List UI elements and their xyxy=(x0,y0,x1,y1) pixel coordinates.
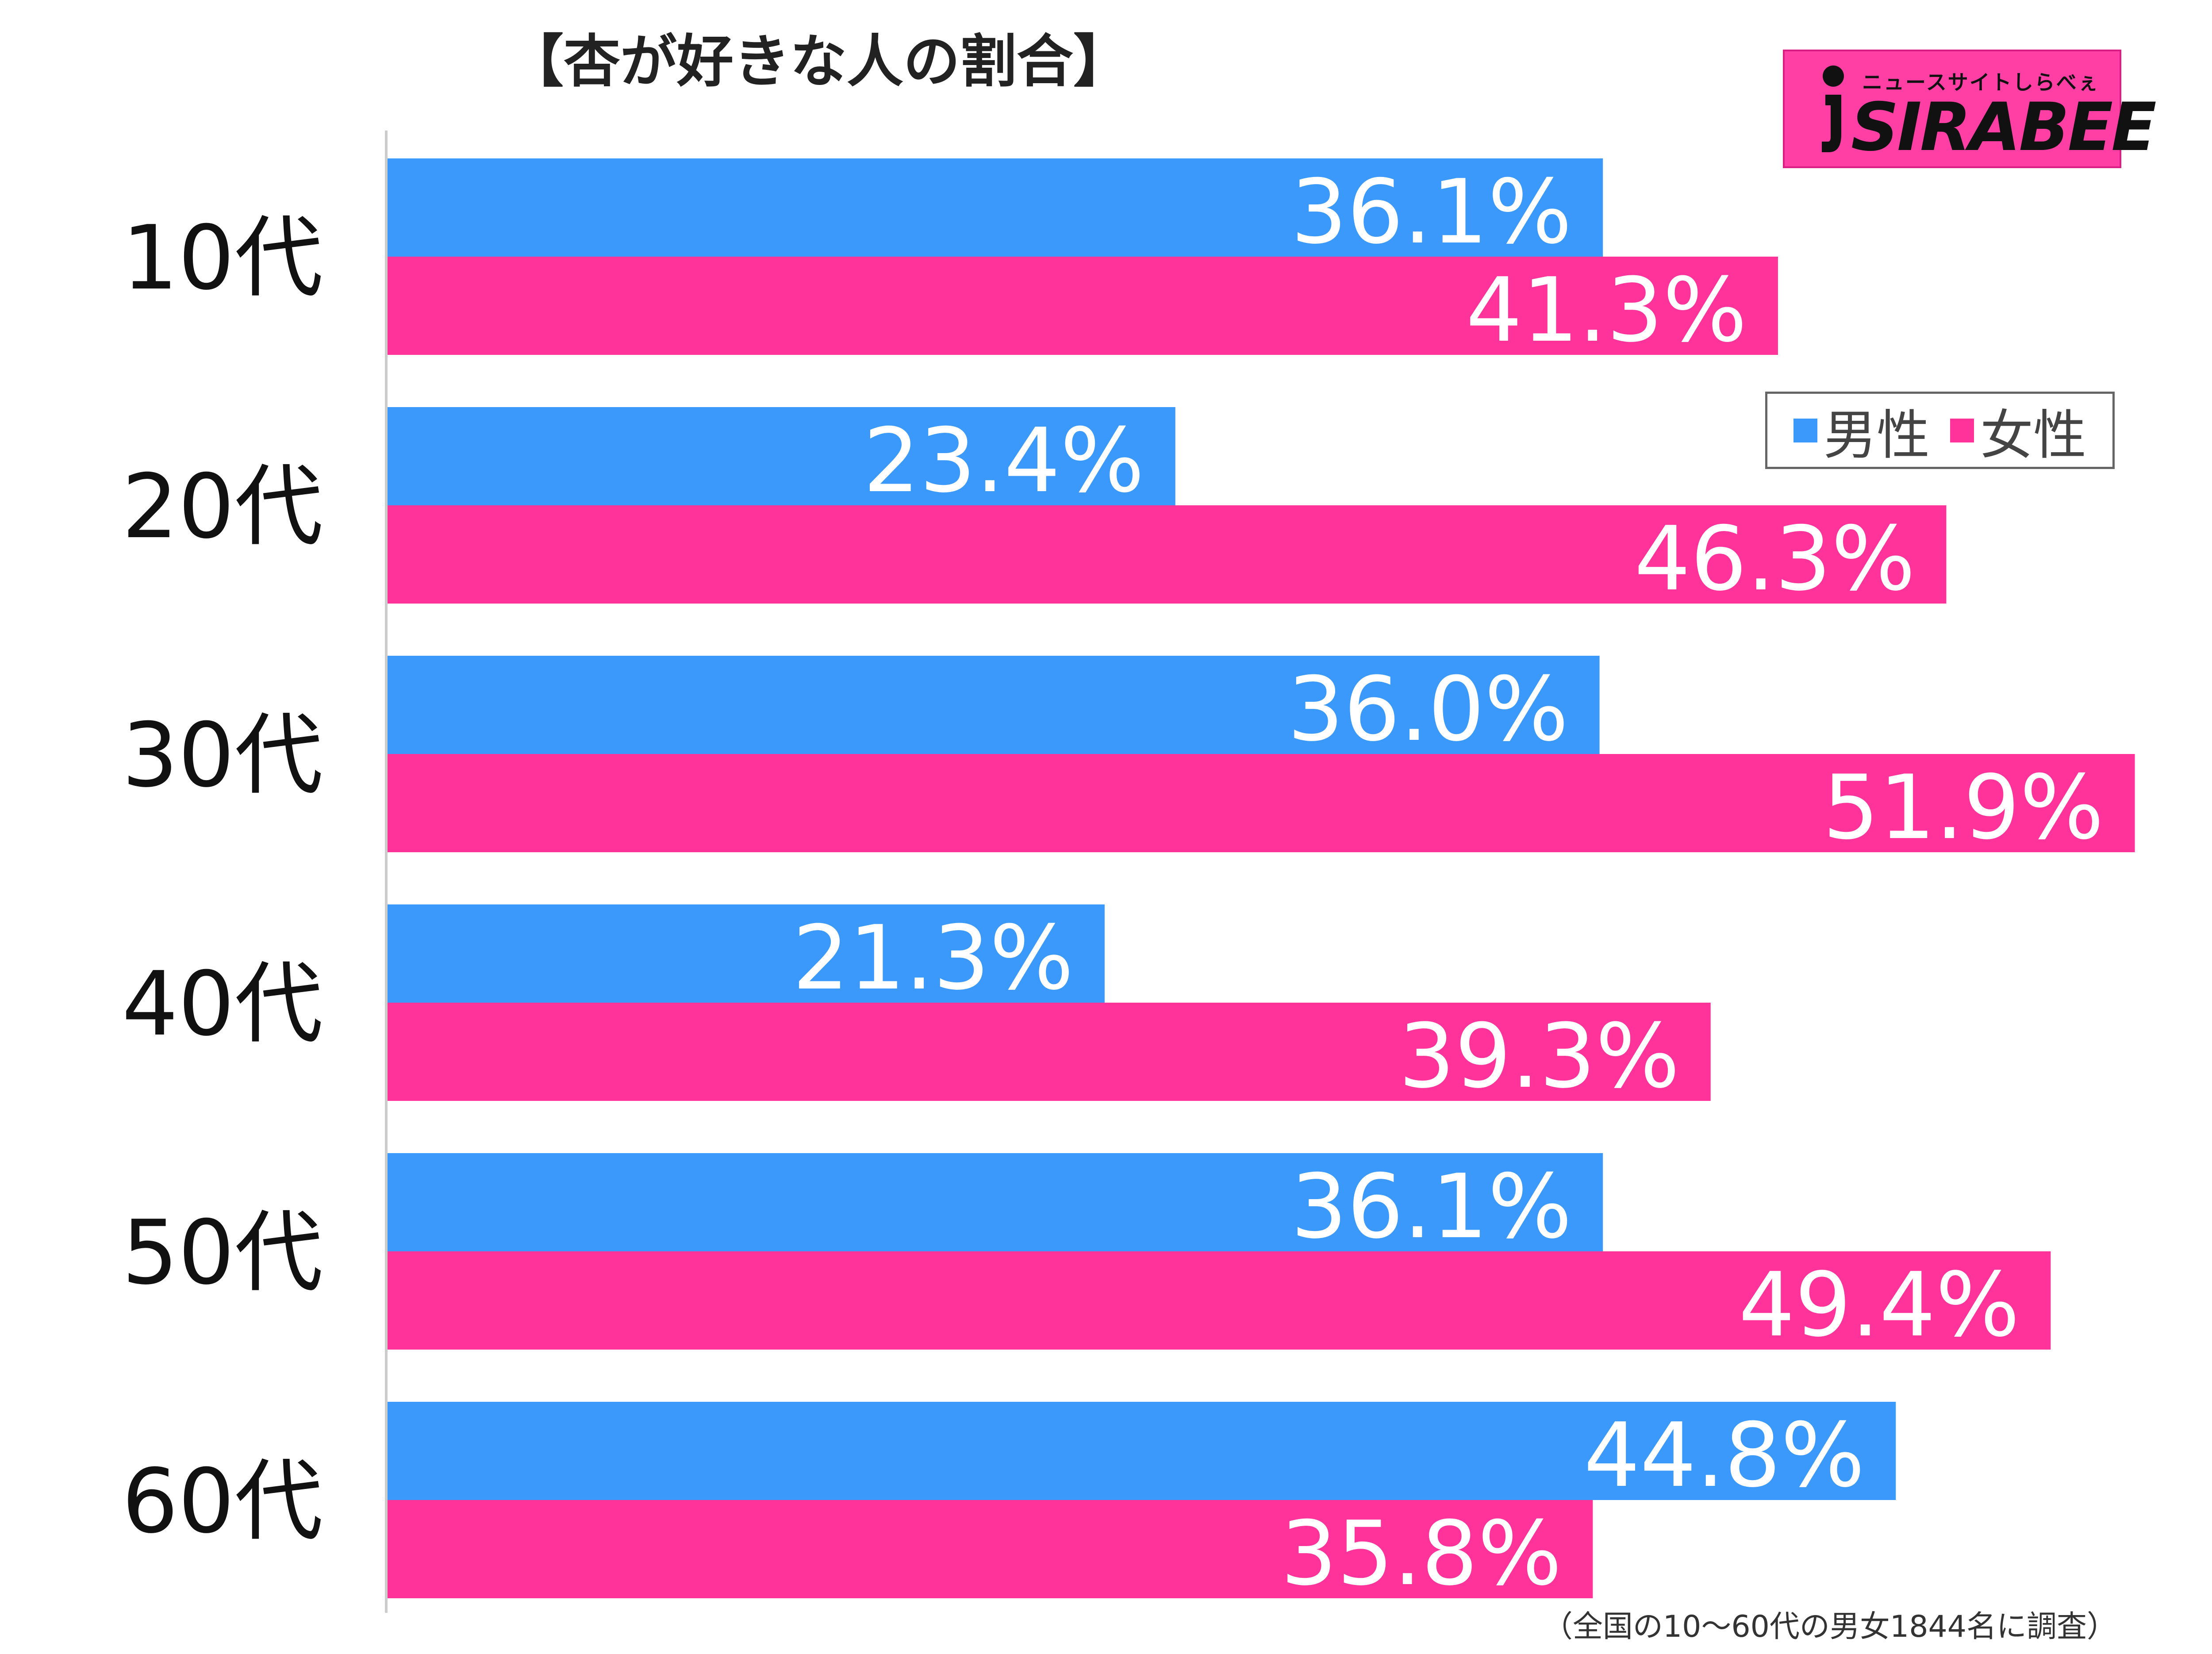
category-label-cat-3: 40代 xyxy=(122,953,323,1056)
value-label-female-cat-5: 35.8% xyxy=(1281,1502,1562,1605)
legend-label-male: 男性 xyxy=(1824,404,1930,466)
bar-male-cat-0 xyxy=(388,158,1603,257)
category-label-cat-2: 30代 xyxy=(122,704,323,807)
value-labels-group: 36.1%41.3%23.4%46.3%36.0%51.9%21.3%39.3%… xyxy=(793,161,2104,1605)
category-labels-group: 10代 20代 30代 40代 50代 60代 xyxy=(122,207,323,1553)
bar-male-cat-1 xyxy=(388,407,1175,505)
value-label-female-cat-4: 49.4% xyxy=(1739,1254,2020,1357)
value-label-male-cat-0: 36.1% xyxy=(1291,161,1572,264)
legend-label-female: 女性 xyxy=(1980,404,2086,466)
legend-swatch-male xyxy=(1793,418,1817,442)
bar-male-cat-3 xyxy=(388,904,1105,1003)
legend: 男性 女性 xyxy=(1765,392,2115,469)
category-label-cat-1: 20代 xyxy=(122,455,323,558)
bar-female-cat-2 xyxy=(388,754,2135,852)
value-label-female-cat-1: 46.3% xyxy=(1634,508,1915,611)
sirabee-logo: ニュースサイトしらべぇ SIRABEE xyxy=(1783,50,2157,168)
survey-footnote: （全国の10〜60代の男女1844名に調査） xyxy=(1542,1609,2117,1644)
bar-male-cat-2 xyxy=(388,656,1600,754)
value-label-male-cat-3: 21.3% xyxy=(793,907,1074,1010)
value-label-male-cat-2: 36.0% xyxy=(1287,658,1568,761)
value-label-female-cat-3: 39.3% xyxy=(1398,1005,1679,1108)
value-label-female-cat-2: 51.9% xyxy=(1823,756,2104,859)
bar-female-cat-4 xyxy=(388,1251,2051,1350)
category-label-cat-0: 10代 xyxy=(122,207,323,310)
bar-female-cat-0 xyxy=(388,257,1778,355)
category-label-cat-5: 60代 xyxy=(122,1450,323,1553)
value-label-male-cat-1: 23.4% xyxy=(863,409,1144,512)
legend-item-female: 女性 xyxy=(1950,392,2086,469)
bars-group xyxy=(388,158,2135,1598)
legend-item-male: 男性 xyxy=(1793,392,1930,469)
value-label-male-cat-4: 36.1% xyxy=(1291,1155,1572,1258)
bar-female-cat-5 xyxy=(388,1500,1593,1598)
chart-title: 【杏が好きな人の割合】 xyxy=(507,29,1130,95)
bar-female-cat-3 xyxy=(388,1003,1711,1101)
bar-female-cat-1 xyxy=(388,505,1947,604)
category-label-cat-4: 50代 xyxy=(122,1201,323,1304)
logo-wordmark: SIRABEE xyxy=(1851,89,2157,166)
legend-swatch-female xyxy=(1950,418,1974,442)
logo-i-mark-icon xyxy=(1822,65,1844,152)
bar-male-cat-4 xyxy=(388,1153,1603,1251)
logo-tagline: ニュースサイトしらべぇ xyxy=(1862,70,2100,94)
bar-male-cat-5 xyxy=(388,1402,1896,1500)
value-label-female-cat-0: 41.3% xyxy=(1466,259,1747,362)
value-label-male-cat-5: 44.8% xyxy=(1584,1404,1865,1507)
